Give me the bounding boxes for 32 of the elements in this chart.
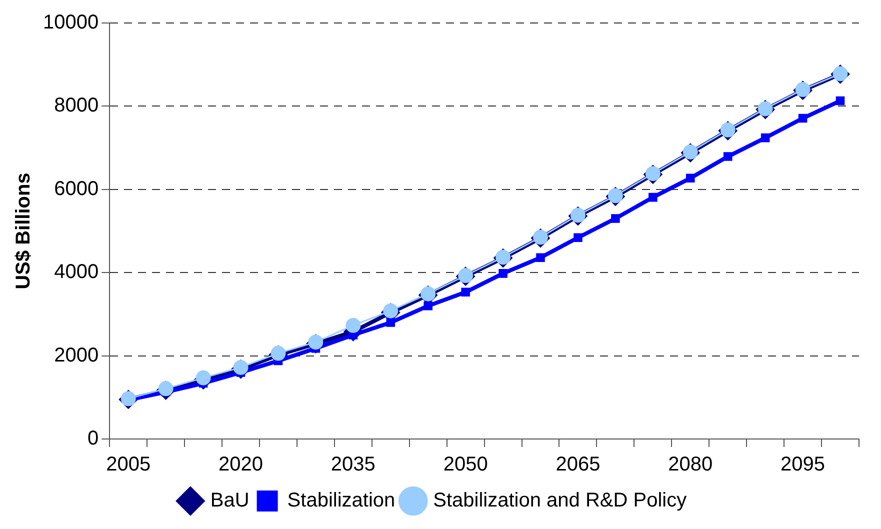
legend-label: Stabilization and R&D Policy	[433, 490, 687, 512]
point	[270, 346, 286, 361]
point	[760, 133, 770, 142]
y-tick-label: 0	[87, 428, 99, 450]
legend-label: BaU	[210, 490, 250, 512]
y-tick-label: 6000	[54, 178, 99, 200]
y-tick-label: 2000	[54, 344, 99, 366]
point	[611, 214, 620, 223]
y-tick-label: 8000	[54, 94, 99, 117]
y-tick-label: 10000	[42, 12, 99, 34]
x-tick-label: 2095	[780, 454, 826, 476]
y-axis-title: US$ Billions	[12, 172, 35, 290]
y-tick-label: 4000	[54, 261, 99, 284]
point	[723, 152, 732, 161]
point	[836, 96, 845, 106]
point	[424, 301, 432, 310]
x-tick-label: 2020	[218, 454, 264, 476]
x-tick-label: 2065	[556, 454, 600, 476]
legend-label: Stabilization	[287, 490, 396, 512]
x-tick-label: 2050	[443, 454, 488, 476]
point	[536, 253, 545, 262]
point	[798, 114, 808, 123]
x-tick-label: 2080	[668, 454, 713, 476]
point	[574, 233, 582, 242]
x-tick-label: 2035	[330, 454, 376, 476]
x-tick-label: 2005	[106, 454, 151, 476]
point	[498, 269, 508, 278]
point	[648, 192, 658, 202]
point	[386, 318, 396, 327]
point	[461, 288, 470, 297]
point	[346, 318, 361, 333]
point	[686, 174, 695, 183]
